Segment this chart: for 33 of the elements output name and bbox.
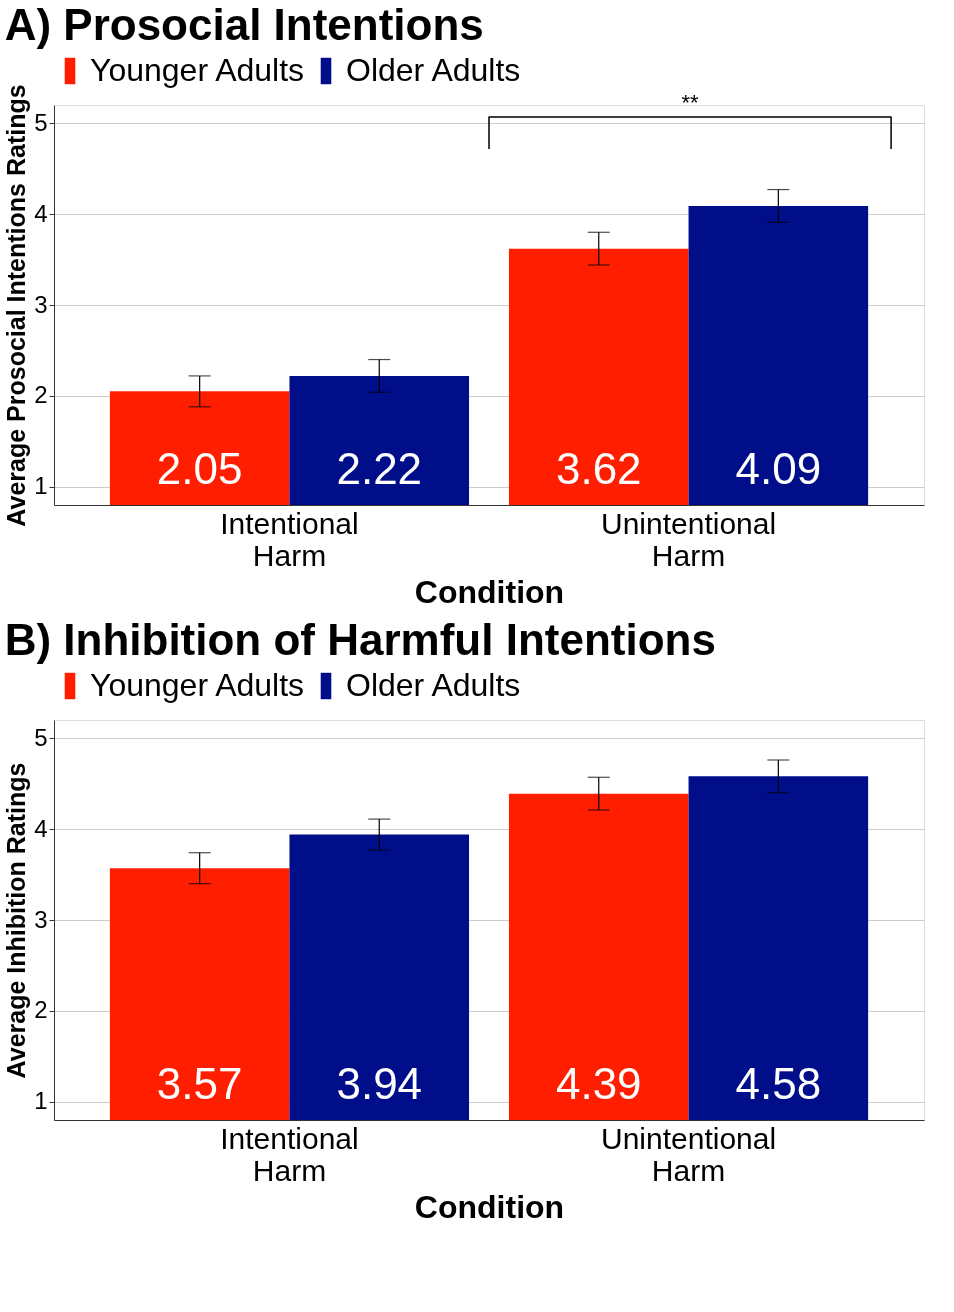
- legend-label: Younger Adults: [90, 667, 305, 703]
- data-label: 3.57: [156, 1059, 243, 1108]
- y-axis-title: Average Inhibition Ratings: [2, 762, 31, 1079]
- data-label: 2.22: [336, 444, 423, 493]
- data-label: 3.94: [336, 1059, 423, 1108]
- x-axis-title: Condition: [414, 1188, 565, 1225]
- data-label: 4.39: [555, 1059, 642, 1108]
- data-label: 4.09: [735, 444, 822, 493]
- data-label: 3.62: [555, 444, 642, 493]
- legend-label: Older Adults: [346, 52, 521, 88]
- chart-title: A) Prosocial Intentions: [4, 0, 484, 49]
- x-axis-title: Condition: [414, 573, 565, 610]
- y-tick-label: 3: [34, 290, 48, 318]
- y-tick-label: 2: [34, 996, 48, 1024]
- chart-title: B) Inhibition of Harmful Intentions: [4, 615, 716, 664]
- y-tick-label: 5: [34, 723, 48, 751]
- y-tick-label: 1: [34, 1087, 48, 1115]
- y-tick-label: 4: [34, 814, 48, 842]
- y-tick-label: 1: [34, 472, 48, 500]
- annotation: **: [681, 90, 700, 115]
- x-tick-label: Intentional Harm: [220, 506, 359, 572]
- legend-label: Younger Adults: [90, 52, 305, 88]
- y-tick-label: 4: [34, 199, 48, 227]
- legend-label: Older Adults: [346, 667, 521, 703]
- y-tick-label: 2: [34, 381, 48, 409]
- y-axis-title: Average Prosocial Intentions Ratings: [2, 84, 31, 527]
- y-tick-label: 5: [34, 108, 48, 136]
- data-label: 2.05: [156, 444, 243, 493]
- x-tick-label: Unintentional Harm: [600, 506, 777, 572]
- y-tick-label: 3: [34, 905, 48, 933]
- x-tick-label: Unintentional Harm: [600, 1121, 777, 1187]
- x-tick-label: Intentional Harm: [220, 1121, 359, 1187]
- data-label: 4.58: [735, 1059, 822, 1108]
